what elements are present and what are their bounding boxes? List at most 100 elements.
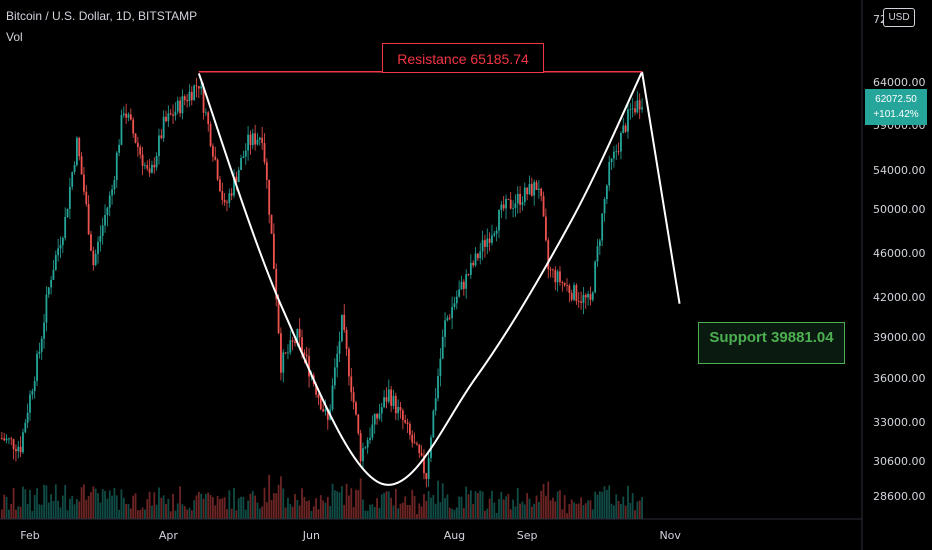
support-label[interactable]: Support 39881.04 [698,322,845,364]
candle-body [113,180,116,190]
candle-body [474,253,477,266]
volume-bar [460,496,463,519]
candle-body [249,134,252,146]
time-tick-label: Sep [517,529,538,542]
candle-body [132,119,135,134]
projection-line[interactable] [641,71,681,304]
volume-bar [467,494,470,519]
candle-body [129,114,132,120]
resistance-text: Resistance [397,51,467,67]
candle-body [256,139,259,145]
volume-bar [45,485,48,519]
volume-bar [277,484,280,519]
volume-bar [366,510,369,519]
candle-body [413,442,416,444]
volume-bar [570,499,573,519]
volume-bar [10,503,13,519]
volume-bar [148,491,151,519]
candle-body [587,293,590,298]
candle-body [559,271,561,283]
candle-body [54,255,57,270]
volume-bar [411,489,414,519]
candle-body [61,237,64,246]
volume-bar [113,487,116,519]
volume-bar [280,476,282,519]
candle-body [50,279,53,288]
volume-bar [331,483,334,519]
volume-bar [219,499,221,519]
price-tick-label: 46000.00 [873,247,926,260]
candle-body [580,301,582,303]
candle-body [603,199,606,214]
candle-body [24,422,27,433]
candle-body [446,317,449,321]
candle-body [530,183,533,196]
volume-bar [57,500,60,519]
candle-body [230,193,233,196]
volume-bar [118,509,121,519]
volume-bar [104,490,106,519]
volume-bar [83,484,85,519]
volume-bar [36,488,38,519]
candle-body [179,100,181,114]
candle-body [537,188,540,190]
volume-bar [427,491,430,519]
volume-bar [0,509,3,519]
price-axis[interactable]: 64000.0059000.0054000.0050000.0046000.00… [873,13,926,503]
candle-body [488,238,491,243]
resistance-label[interactable]: Resistance 65185.74 [382,43,544,73]
volume-bar [432,495,435,519]
candle-body [411,434,414,443]
candle-body [359,433,362,462]
volume-bar [275,493,278,519]
volume-bar [61,495,64,519]
volume-bar [430,497,432,519]
candle-body [151,164,153,173]
volume-bar [605,489,608,519]
volume-bar [111,495,113,519]
time-axis[interactable]: Feb Apr Jun Aug Sep Nov [20,529,681,542]
candle-body [408,423,411,435]
candle-body [240,158,242,170]
candle-body [472,262,475,266]
candle-body [380,407,383,414]
volume-bar [486,508,489,519]
cup-pattern-curve[interactable] [197,71,643,486]
candle-body [343,314,346,331]
volume-bar [120,489,123,519]
volume-bar [472,504,475,519]
candle-body [181,96,184,114]
volume-bar [455,507,458,519]
volume-bar [129,508,132,519]
volume-bar [99,502,102,519]
volume-bar [589,500,592,519]
volume-bar [97,493,99,519]
candle-body [355,402,357,415]
candle-body [162,116,165,139]
currency-button[interactable]: USD [883,8,915,27]
volume-bar [270,500,273,519]
volume-bar [249,493,252,519]
volume-bar [580,497,582,519]
volume-bar [542,483,545,519]
candle-body [596,246,599,262]
volume-bar [136,510,139,519]
candle-body [190,91,193,101]
candle-body [160,135,163,139]
candle-body [0,438,3,440]
volume-bar [233,487,235,519]
candle-body [219,179,221,192]
candle-body [552,269,554,271]
volume-bar [399,503,402,519]
volume-bar [54,484,57,519]
volume-bar [256,502,259,519]
candle-body [68,186,71,209]
volume-bar [242,496,245,519]
volume-bar [446,494,449,519]
volume-bar [591,509,594,519]
volume-bar [139,509,142,519]
candle-body [469,262,472,275]
support-value: 39881.04 [771,329,834,346]
price-tick-label: 64000.00 [873,76,926,89]
